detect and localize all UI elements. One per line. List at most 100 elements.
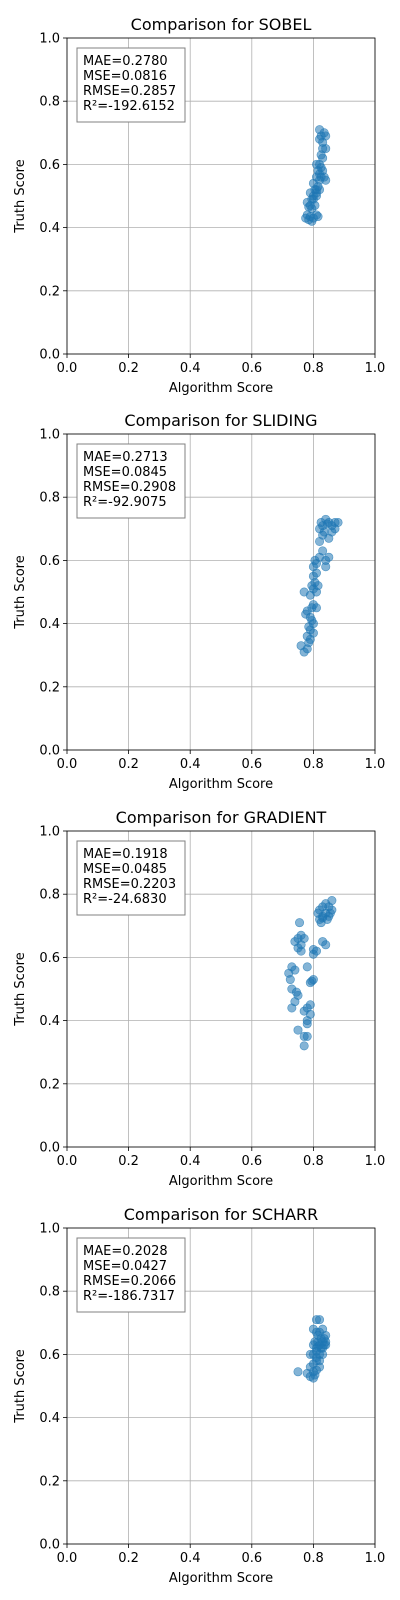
stats-line: RMSE=0.2066 bbox=[83, 1274, 176, 1289]
scatter-point bbox=[318, 1349, 328, 1359]
scatter-point bbox=[321, 175, 331, 185]
stats-line: MSE=0.0485 bbox=[83, 862, 167, 877]
y-tick-label: 0.2 bbox=[39, 1077, 60, 1092]
y-axis-label: Truth Score bbox=[13, 555, 28, 630]
y-tick-label: 1.0 bbox=[39, 825, 60, 840]
x-tick-label: 0.4 bbox=[180, 1551, 201, 1566]
chart-panel-3: Comparison for GRADIENT 0.00.0 0.2 0.2 0.4 0.… bbox=[13, 808, 385, 1189]
x-tick-label: 0.8 bbox=[303, 1551, 324, 1566]
x-tick-label: 0.2 bbox=[118, 361, 139, 376]
x-tick-label: 1.0 bbox=[365, 757, 386, 772]
scatter-point bbox=[302, 1031, 312, 1041]
chart-title: Comparison for SCHARR bbox=[124, 1205, 319, 1224]
scatter-point bbox=[290, 965, 300, 975]
y-tick-label: 0.8 bbox=[39, 491, 60, 506]
x-tick-label: 0.0 bbox=[57, 1154, 78, 1169]
y-tick-label: 0.0 bbox=[39, 744, 60, 759]
scatter-point bbox=[293, 1367, 303, 1377]
y-tick-label: 0.4 bbox=[39, 1411, 60, 1426]
scatter-point bbox=[315, 125, 325, 135]
x-axis-label: Algorithm Score bbox=[169, 381, 273, 396]
x-axis-label: Algorithm Score bbox=[169, 777, 273, 792]
scatter-point bbox=[321, 562, 331, 572]
stats-line: RMSE=0.2203 bbox=[83, 877, 176, 892]
y-axis-label: Truth Score bbox=[13, 952, 28, 1027]
stats-box bbox=[76, 840, 186, 916]
y-tick-label: 0.0 bbox=[39, 1141, 60, 1156]
scatter-point bbox=[302, 962, 312, 972]
x-tick-label: 0.6 bbox=[241, 1154, 262, 1169]
y-tick-label: 0.2 bbox=[39, 680, 60, 695]
scatter-point bbox=[296, 940, 306, 950]
stats-line: MSE=0.0427 bbox=[83, 1259, 167, 1274]
x-tick-label: 1.0 bbox=[365, 361, 386, 376]
chart-title: Comparison for SOBEL bbox=[131, 15, 312, 34]
x-tick-label: 0.4 bbox=[180, 757, 201, 772]
scatter-point bbox=[321, 144, 331, 154]
scatter-point bbox=[327, 521, 337, 531]
x-tick-label: 0.4 bbox=[180, 361, 201, 376]
x-tick-label: 0.6 bbox=[241, 361, 262, 376]
chart-panel-4: Comparison for SCHARR 0.00.0 0.2 0.2 0.4 0.4 0… bbox=[13, 1205, 385, 1586]
y-tick-label: 0.2 bbox=[39, 1474, 60, 1489]
x-tick-label: 0.4 bbox=[180, 1154, 201, 1169]
stats-box bbox=[76, 443, 186, 519]
stats-line: R²=-192.6152 bbox=[83, 99, 175, 114]
stats-line: MAE=0.1918 bbox=[83, 847, 168, 862]
scatter-point bbox=[315, 1315, 325, 1325]
x-tick-label: 0.6 bbox=[241, 1551, 262, 1566]
scatter-point bbox=[321, 1340, 331, 1350]
plot-frame bbox=[66, 37, 376, 355]
y-tick-label: 0.6 bbox=[39, 1348, 60, 1363]
stats-box bbox=[76, 47, 186, 123]
scatter-point bbox=[293, 1025, 303, 1035]
scatter-point bbox=[313, 581, 323, 591]
scatter-point bbox=[291, 987, 301, 997]
y-tick-label: 0.8 bbox=[39, 888, 60, 903]
scatter-point bbox=[310, 200, 320, 210]
chart-panel-1: Comparison for SOBEL 0.00.0 0.2 0.2 0.4 0.4 0.… bbox=[13, 15, 385, 396]
scatter-point bbox=[325, 908, 335, 918]
y-tick-label: 0.4 bbox=[39, 221, 60, 236]
scatter-point bbox=[307, 976, 317, 986]
scatter-point bbox=[321, 940, 331, 950]
stats-line: MSE=0.0845 bbox=[83, 465, 167, 480]
scatter-point bbox=[324, 552, 334, 562]
stats-line: R²=-24.6830 bbox=[83, 892, 167, 907]
y-tick-label: 1.0 bbox=[39, 428, 60, 443]
stats-box bbox=[76, 1237, 186, 1313]
y-tick-label: 0.6 bbox=[39, 951, 60, 966]
scatter-point bbox=[310, 1370, 320, 1380]
scatter-point bbox=[313, 1337, 323, 1347]
stats-line: R²=-92.9075 bbox=[83, 495, 167, 510]
y-tick-label: 0.8 bbox=[39, 1285, 60, 1300]
scatter-point bbox=[318, 546, 328, 556]
scatter-point bbox=[308, 628, 318, 638]
x-tick-label: 0.8 bbox=[303, 1154, 324, 1169]
x-tick-label: 0.6 bbox=[241, 757, 262, 772]
scatter-point bbox=[321, 131, 331, 141]
y-axis-label: Truth Score bbox=[13, 1349, 28, 1424]
plot-frame bbox=[66, 1227, 376, 1545]
stats-line: RMSE=0.2908 bbox=[83, 480, 176, 495]
scatter-point bbox=[308, 1324, 318, 1334]
x-tick-label: 0.0 bbox=[57, 757, 78, 772]
scatter-point bbox=[295, 918, 305, 928]
scatter-point bbox=[315, 185, 325, 195]
chart-panel-2: Comparison for SLIDING 0.00.0 0.2 0.2 0.4 0.4… bbox=[13, 411, 385, 792]
x-axis-label: Algorithm Score bbox=[169, 1174, 273, 1189]
x-tick-label: 0.2 bbox=[118, 1154, 139, 1169]
scatter-point bbox=[319, 527, 329, 537]
x-axis-label: Algorithm Score bbox=[169, 1571, 273, 1586]
chart-title: Comparison for SLIDING bbox=[124, 411, 317, 430]
scatter-point bbox=[308, 178, 318, 188]
y-tick-label: 0.2 bbox=[39, 284, 60, 299]
scatter-point bbox=[305, 612, 315, 622]
scatter-point bbox=[299, 1041, 309, 1051]
y-tick-label: 0.6 bbox=[39, 158, 60, 173]
x-tick-label: 0.8 bbox=[303, 757, 324, 772]
scatter-point bbox=[316, 163, 326, 173]
x-tick-label: 0.8 bbox=[303, 361, 324, 376]
y-tick-label: 0.4 bbox=[39, 617, 60, 632]
